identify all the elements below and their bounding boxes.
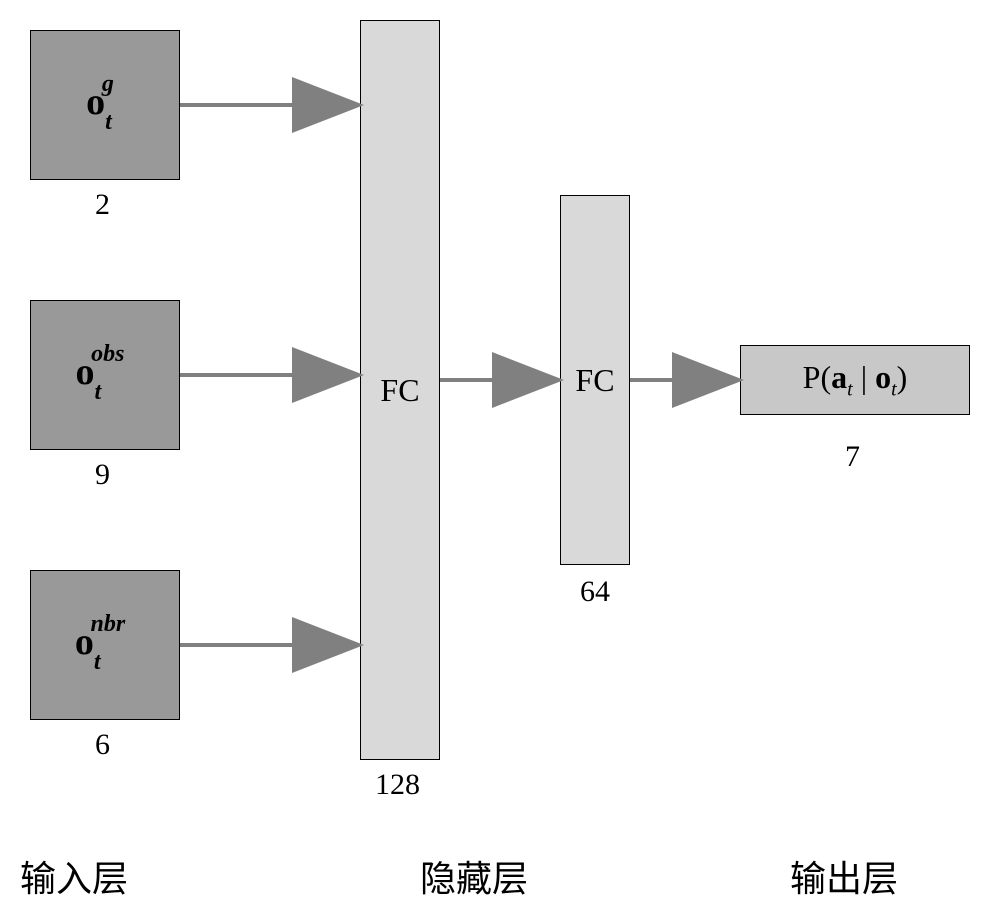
section-label-input: 输入层	[20, 850, 128, 902]
section-label-hidden: 隐藏层	[420, 850, 528, 902]
section-label-output: 输出层	[790, 850, 898, 902]
arrow-o-g-to-fc1	[0, 0, 1000, 920]
diagram-canvas: o tg 2 otobs 9 otnbr 6 FC 128 FC 64 P(at…	[0, 0, 1000, 920]
